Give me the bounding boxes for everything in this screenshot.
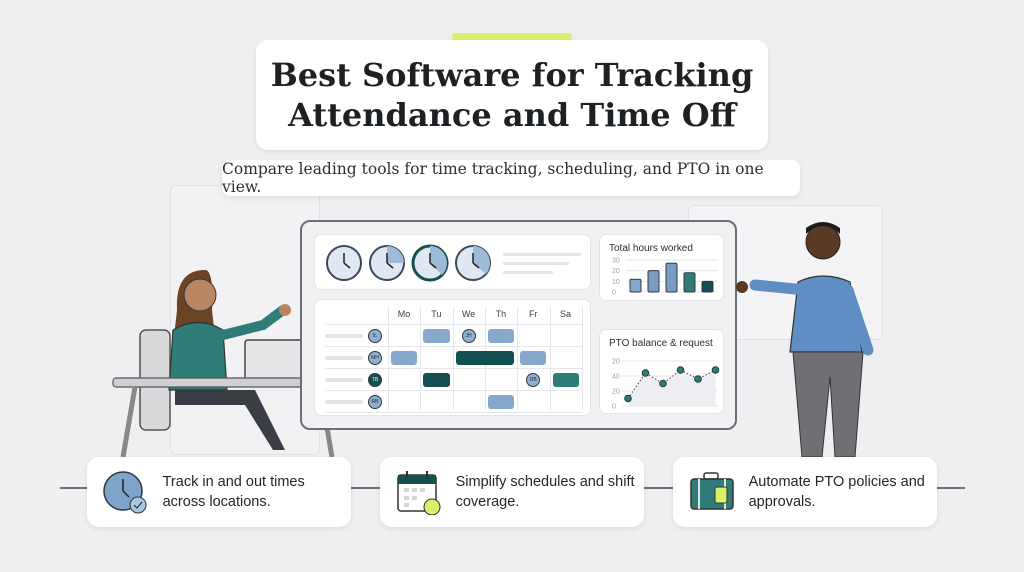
data-point xyxy=(711,366,720,374)
divider-line xyxy=(935,487,965,489)
line-chart: 0 20 40 20 xyxy=(612,359,720,411)
day-header: Sa xyxy=(559,309,571,319)
grid-line xyxy=(325,412,583,413)
day-header: Mo xyxy=(397,309,411,319)
data-point xyxy=(694,375,702,383)
feature-card-scheduling: Simplify schedules and shift coverage. xyxy=(380,457,644,527)
shift-block xyxy=(455,351,515,365)
grid-line xyxy=(325,390,583,391)
series-line xyxy=(627,369,716,399)
grid-line xyxy=(517,306,519,410)
grid-line xyxy=(581,306,583,410)
day-header: Th xyxy=(495,309,507,319)
suitcase-icon xyxy=(690,472,734,510)
shift-block xyxy=(487,395,515,409)
name-placeholder xyxy=(325,378,363,382)
data-point xyxy=(641,369,650,377)
tick-label: 20 xyxy=(612,389,620,396)
clock-check-icon xyxy=(103,471,147,514)
man-presenting-illustration xyxy=(736,222,874,458)
clock-icon xyxy=(369,245,405,281)
feature-text: Automate PTO policies and approvals. xyxy=(748,474,925,510)
clocks-card xyxy=(314,234,591,290)
divider-line xyxy=(60,487,90,489)
area-fill xyxy=(628,370,716,406)
shift-block xyxy=(423,373,450,387)
pto-card: PTO balance & request 0 20 40 20 xyxy=(599,329,724,414)
total-hours-card: Total hours worked 0 10 20 30 xyxy=(599,234,724,301)
shift-block xyxy=(520,351,547,365)
shift-block xyxy=(487,329,515,343)
grid-line xyxy=(549,306,551,410)
avatar: JH xyxy=(461,329,476,343)
clock-icon xyxy=(411,244,449,282)
grid-line xyxy=(452,306,454,410)
grid-line xyxy=(388,306,389,410)
avatar: RB xyxy=(368,395,382,409)
tick-label: 20 xyxy=(612,359,620,366)
tick-label: 0 xyxy=(612,404,616,411)
feature-card-pto: Automate PTO policies and approvals. xyxy=(673,457,937,527)
day-header: We xyxy=(461,309,476,319)
bar xyxy=(683,272,696,293)
dashboard-panel: Mo Tu We Th Fr Sa IL MH TB RB JH DB Total hours wor… xyxy=(300,220,737,430)
chart-title: PTO balance & request xyxy=(609,338,713,349)
grid-line xyxy=(420,306,422,410)
divider-line xyxy=(640,487,676,489)
calendar-icon xyxy=(397,471,441,515)
shift-block xyxy=(552,373,579,387)
avatar: TB xyxy=(368,373,382,387)
tick-label: 10 xyxy=(612,279,620,286)
tick-label: 30 xyxy=(612,258,620,265)
avatar: IL xyxy=(368,329,382,343)
clock-icon xyxy=(455,245,491,281)
woman-at-desk-illustration xyxy=(112,270,349,458)
name-placeholder xyxy=(325,356,363,360)
clock-icons xyxy=(326,244,581,282)
tick-label: 20 xyxy=(612,268,620,275)
schedule-card: Mo Tu We Th Fr Sa IL MH TB RB JH DB xyxy=(314,299,591,416)
name-placeholder xyxy=(325,334,363,338)
clock-icon xyxy=(326,245,362,281)
shift-block xyxy=(391,351,418,365)
feature-text: Simplify schedules and shift coverage. xyxy=(455,474,635,510)
bar xyxy=(701,280,714,293)
day-header: Tu xyxy=(431,309,442,319)
bar xyxy=(665,262,678,293)
page-title: Best Software for Tracking Attendance an… xyxy=(256,40,768,150)
bar-chart: 0 10 20 30 xyxy=(612,258,718,297)
name-placeholder xyxy=(325,400,363,404)
shift-block xyxy=(423,329,450,343)
bar xyxy=(629,278,642,293)
data-point xyxy=(659,379,667,388)
chart-title: Total hours worked xyxy=(609,243,693,254)
grid-line xyxy=(325,368,583,369)
feature-text: Track in and out times across locations. xyxy=(162,474,305,510)
avatar: MH xyxy=(368,351,382,365)
data-point xyxy=(624,394,632,403)
grid-line xyxy=(325,324,583,325)
divider-line xyxy=(350,487,382,489)
grid-line xyxy=(325,346,583,347)
tick-label: 40 xyxy=(612,374,620,381)
page-subtitle: Compare leading tools for time tracking,… xyxy=(222,160,800,196)
avatar: DB xyxy=(526,373,541,387)
tick-label: 0 xyxy=(612,290,616,297)
feature-card-time-tracking: Track in and out times across locations. xyxy=(87,457,351,527)
data-point xyxy=(676,366,685,374)
bar xyxy=(647,270,660,293)
day-header: Fr xyxy=(528,309,538,319)
